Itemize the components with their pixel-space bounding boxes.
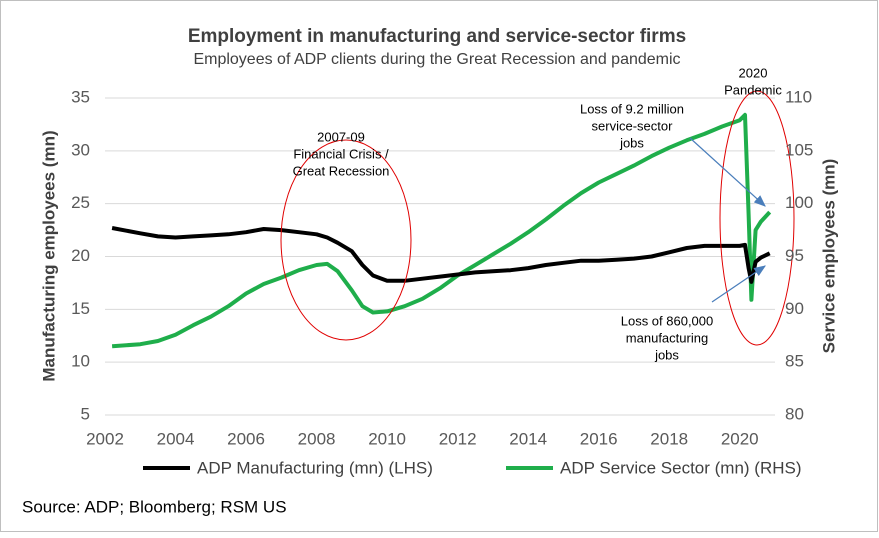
x-tick-label: 2012 (439, 429, 477, 448)
annotation: jobs (619, 135, 644, 150)
y2-tick-label: 90 (785, 299, 804, 318)
y-tick-label: 25 (71, 193, 90, 212)
y-tick-label: 5 (81, 404, 90, 423)
x-tick-label: 2018 (650, 429, 688, 448)
legend-label: ADP Manufacturing (mn) (LHS) (197, 458, 433, 477)
annotation: manufacturing (626, 330, 708, 345)
y2-tick-label: 105 (785, 140, 813, 159)
y-tick-label: 20 (71, 246, 90, 265)
y2-tick-label: 80 (785, 404, 804, 423)
highlight-ellipse (280, 139, 412, 341)
annotation-arrow (689, 137, 766, 207)
x-tick-label: 2010 (368, 429, 406, 448)
plot (111, 112, 772, 349)
y-tick-label: 15 (71, 299, 90, 318)
legend: ADP Manufacturing (mn) (LHS) ADP Service … (143, 458, 802, 477)
series-line (111, 226, 771, 284)
y2-tick-label: 85 (785, 352, 804, 371)
y2-tick-label: 95 (785, 246, 804, 265)
y-tick-label: 30 (71, 140, 90, 159)
annotation-arrow (711, 265, 766, 303)
annotation: service-sector (592, 118, 674, 133)
annotation: Financial Crisis / (293, 146, 389, 161)
y-tick-label: 10 (71, 352, 90, 371)
y2-axis-label: Service employees (mn) (819, 159, 838, 354)
legend-label: ADP Service Sector (mn) (RHS) (560, 458, 802, 477)
annotation: jobs (654, 347, 679, 362)
chart-title: Employment in manufacturing and service-… (188, 26, 686, 47)
y-tick-label: 35 (71, 87, 90, 106)
annotation: Great Recession (293, 163, 390, 178)
y2-tick-label: 110 (785, 87, 812, 106)
x-tick-label: 2014 (509, 429, 547, 448)
annotation: Pandemic (724, 82, 782, 97)
x-tick-label: 2002 (86, 429, 124, 448)
annotation: Loss of 9.2 million (580, 101, 684, 116)
annotation: Loss of 860,000 (621, 313, 714, 328)
highlight-ellipse (719, 90, 795, 346)
x-tick-label: 2008 (298, 429, 336, 448)
y2-tick-label: 100 (785, 193, 813, 212)
x-tick-label: 2004 (157, 429, 195, 448)
y-axis-label: Manufacturing employees (mn) (39, 130, 58, 381)
annotation: 2007-09 (317, 129, 365, 144)
x-tick-label: 2006 (227, 429, 265, 448)
x-tick-label: 2016 (580, 429, 618, 448)
x-tick-label: 2020 (721, 429, 759, 448)
source: Source: ADP; Bloomberg; RSM US (22, 497, 287, 516)
chart-subtitle: Employees of ADP clients during the Grea… (193, 51, 680, 68)
series-line (111, 112, 772, 349)
annotation: 2020 (739, 65, 768, 80)
